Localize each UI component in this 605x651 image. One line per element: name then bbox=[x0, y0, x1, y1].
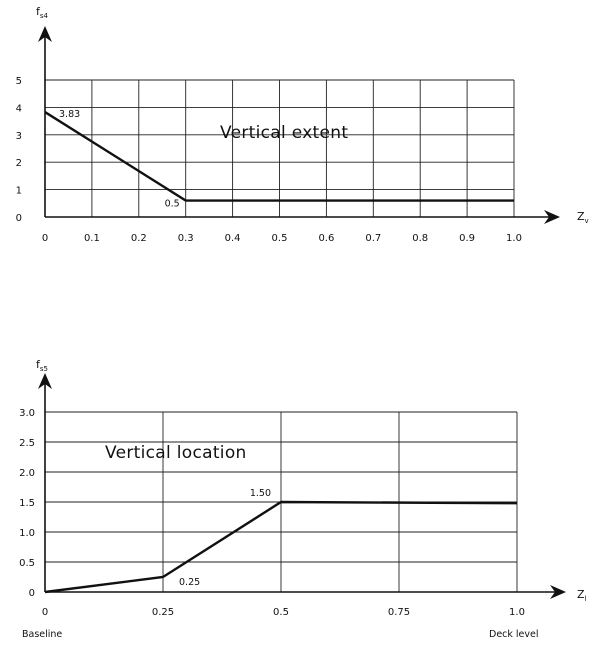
x-tick-label: 0 bbox=[42, 233, 48, 244]
y-tick-label: 4 bbox=[16, 103, 22, 114]
y-tick-label: 1.5 bbox=[19, 498, 35, 509]
x-tick-label: 0.1 bbox=[84, 233, 100, 244]
x-axis-arrow bbox=[544, 210, 560, 224]
x-tick-label: 0.2 bbox=[131, 233, 147, 244]
y-tick-label: 0 bbox=[16, 213, 22, 224]
y-axis-arrow bbox=[38, 26, 52, 42]
y-tick-label: 5 bbox=[16, 76, 22, 87]
series-line bbox=[44, 111, 514, 202]
x-end-label-baseline: Baseline bbox=[22, 629, 62, 640]
data-label: 0.25 bbox=[179, 577, 200, 588]
x-tick-label: 0.7 bbox=[365, 233, 381, 244]
y-axis-label: fs4 bbox=[36, 5, 49, 20]
x-tick-label: 0.6 bbox=[318, 233, 334, 244]
y-axis-label: fs5 bbox=[36, 358, 48, 373]
y-tick-label: 3 bbox=[16, 131, 22, 142]
x-tick-label: 0.75 bbox=[388, 607, 410, 618]
y-tick-label: 3.0 bbox=[19, 408, 35, 419]
y-tick-label: 2.0 bbox=[19, 468, 35, 479]
data-label: 0.5 bbox=[165, 199, 180, 210]
x-axis-label: Zl bbox=[577, 588, 587, 603]
x-tick-label: 1.0 bbox=[509, 607, 525, 618]
series-line bbox=[44, 500, 518, 594]
x-tick-label: 0 bbox=[42, 607, 48, 618]
y-axis-arrow bbox=[38, 373, 52, 389]
x-tick-label: 0.5 bbox=[272, 233, 288, 244]
x-end-label-deck-level: Deck level bbox=[489, 629, 539, 640]
y-tick-label: 0.5 bbox=[19, 558, 35, 569]
vertical-extent-chart: 0 1 2 3 4 5 0 0.1 0.2 0.3 0.4 0.5 0.6 0.7 0.8 0.9 1.0 3.8… bbox=[16, 5, 589, 244]
data-label: 3.83 bbox=[59, 109, 80, 120]
x-tick-label: 0.9 bbox=[459, 233, 475, 244]
y-tick-label: 1.0 bbox=[19, 528, 35, 539]
inner-chart-label: Vertical extent bbox=[220, 123, 348, 143]
x-tick-label: 0.4 bbox=[225, 233, 241, 244]
x-tick-label: 0.3 bbox=[178, 233, 194, 244]
x-tick-label: 0.5 bbox=[273, 607, 289, 618]
y-tick-label: 0 bbox=[29, 588, 35, 599]
x-tick-label: 1.0 bbox=[506, 233, 522, 244]
x-tick-label: 0.25 bbox=[152, 607, 174, 618]
x-axis-label: Zv bbox=[577, 210, 589, 225]
inner-chart-label: Vertical location bbox=[105, 443, 247, 463]
x-axis-arrow bbox=[550, 585, 566, 599]
data-label: 1.50 bbox=[250, 488, 271, 499]
y-tick-label: 1 bbox=[16, 186, 22, 197]
x-tick-label: 0.8 bbox=[412, 233, 428, 244]
y-tick-label: 2.5 bbox=[19, 438, 35, 449]
y-tick-label: 2 bbox=[16, 158, 22, 169]
